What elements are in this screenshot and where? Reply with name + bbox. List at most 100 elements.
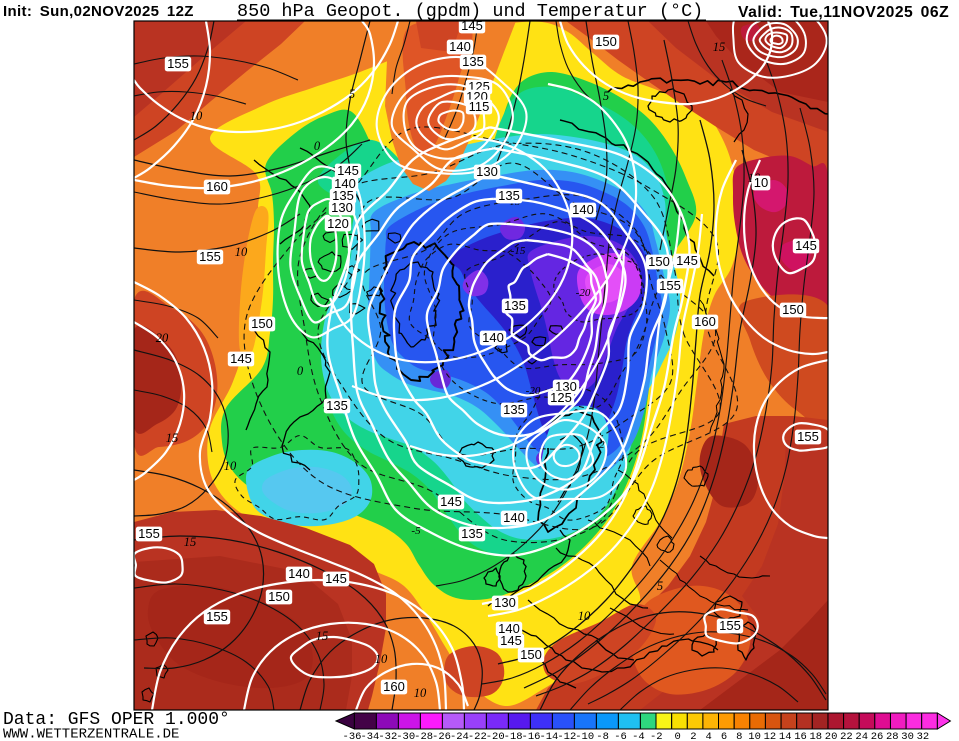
svg-text:135: 135 [461, 526, 483, 541]
svg-text:135: 135 [332, 188, 354, 203]
svg-text:-15: -15 [511, 245, 526, 257]
svg-text:850 hPa Geopot. (gpdm) und Tem: 850 hPa Geopot. (gpdm) und Temperatur (°… [237, 1, 703, 22]
svg-text:155: 155 [199, 249, 221, 264]
svg-text:-30: -30 [396, 731, 415, 741]
svg-text:145: 145 [325, 571, 347, 586]
svg-text:115: 115 [469, 99, 490, 114]
svg-text:145: 145 [440, 494, 462, 509]
svg-text:26: 26 [871, 731, 884, 741]
svg-text:2: 2 [690, 731, 696, 741]
svg-text:-20: -20 [526, 385, 541, 397]
svg-text:135: 135 [498, 188, 520, 203]
svg-text:Valid: Tue,11NOV2025 06Z: Valid: Tue,11NOV2025 06Z [738, 4, 949, 21]
svg-text:160: 160 [694, 314, 716, 329]
svg-text:-20: -20 [576, 287, 591, 299]
svg-text:140: 140 [503, 510, 525, 525]
svg-text:10: 10 [190, 109, 203, 123]
svg-text:-28: -28 [414, 731, 433, 741]
svg-text:10: 10 [375, 652, 388, 666]
svg-text:20: 20 [825, 731, 838, 741]
svg-text:150: 150 [251, 316, 273, 331]
svg-text:130: 130 [494, 595, 516, 610]
svg-text:-32: -32 [378, 731, 397, 741]
svg-text:155: 155 [719, 618, 741, 633]
svg-text:4: 4 [706, 731, 712, 741]
svg-text:5: 5 [657, 579, 663, 593]
svg-text:14: 14 [779, 731, 792, 741]
svg-text:10: 10 [578, 609, 591, 623]
svg-text:145: 145 [337, 163, 359, 178]
svg-text:130: 130 [555, 379, 577, 394]
svg-text:155: 155 [659, 278, 681, 293]
svg-text:28: 28 [886, 731, 899, 741]
svg-text:10: 10 [754, 175, 768, 190]
svg-text:12: 12 [764, 731, 777, 741]
svg-text:-6: -6 [614, 731, 627, 741]
svg-text:140: 140 [482, 330, 504, 345]
svg-text:10: 10 [414, 686, 427, 700]
svg-text:150: 150 [782, 302, 804, 317]
svg-text:-10: -10 [575, 731, 594, 741]
svg-text:140: 140 [334, 176, 356, 191]
svg-text:145: 145 [676, 253, 698, 268]
svg-text:155: 155 [206, 609, 228, 624]
svg-text:150: 150 [520, 647, 542, 662]
svg-text:150: 150 [268, 589, 290, 604]
svg-text:140: 140 [498, 621, 520, 636]
svg-text:140: 140 [572, 202, 594, 217]
svg-text:-18: -18 [504, 731, 523, 741]
svg-text:145: 145 [461, 18, 483, 33]
svg-text:18: 18 [809, 731, 822, 741]
svg-text:0: 0 [674, 731, 680, 741]
svg-text:145: 145 [500, 633, 522, 648]
svg-text:5: 5 [603, 89, 609, 103]
svg-text:-22: -22 [468, 731, 487, 741]
svg-text:-14: -14 [539, 731, 558, 741]
svg-text:-36: -36 [343, 731, 362, 741]
svg-text:10: 10 [235, 245, 248, 259]
svg-text:125: 125 [550, 390, 572, 405]
svg-text:130: 130 [476, 164, 498, 179]
svg-text:-26: -26 [432, 731, 451, 741]
svg-text:-2: -2 [595, 439, 605, 451]
svg-text:15: 15 [713, 40, 726, 54]
svg-text:130: 130 [331, 200, 353, 215]
svg-text:6: 6 [721, 731, 727, 741]
svg-text:150: 150 [595, 34, 617, 49]
svg-text:5: 5 [349, 87, 355, 101]
svg-text:135: 135 [503, 402, 525, 417]
svg-text:20: 20 [156, 331, 169, 345]
svg-text:32: 32 [917, 731, 930, 741]
svg-text:160: 160 [206, 179, 228, 194]
svg-text:135: 135 [326, 398, 348, 413]
svg-text:155: 155 [138, 526, 160, 541]
svg-text:135: 135 [504, 298, 526, 313]
svg-text:-2: -2 [650, 731, 663, 741]
svg-text:-12: -12 [557, 731, 576, 741]
svg-text:-16: -16 [522, 731, 541, 741]
svg-text:22: 22 [840, 731, 853, 741]
svg-text:140: 140 [449, 39, 471, 54]
svg-text:16: 16 [794, 731, 807, 741]
svg-text:135: 135 [462, 54, 484, 69]
svg-text:10: 10 [224, 459, 237, 473]
svg-text:Init: Sun,02NOV2025 12Z: Init: Sun,02NOV2025 12Z [3, 3, 194, 20]
svg-text:145: 145 [230, 351, 252, 366]
svg-text:120: 120 [327, 216, 349, 231]
svg-text:15: 15 [184, 535, 197, 549]
svg-text:160: 160 [383, 679, 405, 694]
svg-text:0: 0 [297, 364, 304, 378]
svg-text:-4: -4 [632, 731, 645, 741]
svg-text:WWW.WETTERZENTRALE.DE: WWW.WETTERZENTRALE.DE [3, 727, 179, 741]
svg-text:10: 10 [748, 731, 761, 741]
svg-text:140: 140 [288, 566, 310, 581]
svg-text:Data: GFS OPER 1.000°: Data: GFS OPER 1.000° [3, 710, 230, 730]
svg-text:-8: -8 [596, 731, 609, 741]
svg-text:30: 30 [901, 731, 914, 741]
svg-text:-24: -24 [450, 731, 469, 741]
svg-text:155: 155 [797, 429, 819, 444]
svg-text:-20: -20 [486, 731, 505, 741]
svg-text:145: 145 [795, 238, 817, 253]
svg-text:150: 150 [648, 254, 670, 269]
svg-text:15: 15 [166, 431, 179, 445]
